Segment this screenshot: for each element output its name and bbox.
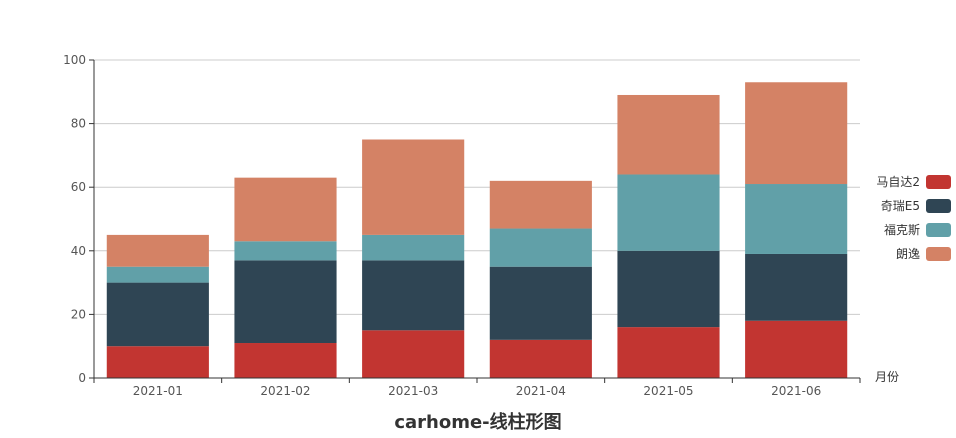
bar-stacks <box>106 82 848 378</box>
bar-segment[interactable] <box>234 241 337 261</box>
bar-segment[interactable] <box>745 320 848 378</box>
y-tick-labels: 0 20 40 60 80 100 <box>63 53 94 385</box>
legend-item[interactable]: 福克斯 <box>884 222 951 237</box>
bar-segment[interactable] <box>106 234 209 267</box>
legend-swatch <box>926 247 951 261</box>
bar-segment[interactable] <box>489 180 592 229</box>
x-tick-label: 2021-05 <box>643 384 693 398</box>
y-tick-label: 60 <box>71 180 86 194</box>
legend-swatch <box>926 199 951 213</box>
y-tick-label: 20 <box>71 307 86 321</box>
legend-item[interactable]: 奇瑞E5 <box>881 199 951 213</box>
legend-swatch <box>926 175 951 189</box>
legend-item[interactable]: 马自达2 <box>876 175 951 189</box>
x-tick-label: 2021-01 <box>133 384 183 398</box>
legend-label: 马自达2 <box>876 175 920 189</box>
bar-segment[interactable] <box>106 346 209 378</box>
bar-segment[interactable] <box>362 330 465 378</box>
y-tick-label: 80 <box>71 117 86 131</box>
grid-lines <box>94 59 860 315</box>
bar-segment[interactable] <box>234 260 337 344</box>
x-tick-labels: 2021-01 2021-02 2021-03 2021-04 2021-05 2021-… <box>93 378 861 398</box>
bar-segment[interactable] <box>362 260 465 331</box>
chart-title: carhome-线柱形图 <box>394 411 561 433</box>
bar-segment[interactable] <box>234 177 337 242</box>
legend-item[interactable]: 朗逸 <box>896 247 951 261</box>
y-tick-label: 40 <box>71 244 86 258</box>
bar-segment[interactable] <box>234 343 337 378</box>
legend-label: 福克斯 <box>884 222 920 237</box>
y-tick-label: 0 <box>78 371 86 385</box>
x-axis-name: 月份 <box>875 370 899 384</box>
bar-segment[interactable] <box>617 250 720 328</box>
bar-segment[interactable] <box>617 174 720 251</box>
bar-segment[interactable] <box>489 228 592 267</box>
legend-label: 朗逸 <box>896 247 920 261</box>
x-tick-label: 2021-03 <box>388 384 438 398</box>
bar-segment[interactable] <box>106 282 209 347</box>
bar-segment[interactable] <box>617 94 720 175</box>
bar-segment[interactable] <box>362 139 465 235</box>
bar-segment[interactable] <box>362 234 465 261</box>
bar-segment[interactable] <box>489 339 592 378</box>
bar-segment[interactable] <box>106 266 209 283</box>
legend-label: 奇瑞E5 <box>881 199 920 213</box>
bar-segment[interactable] <box>745 184 848 254</box>
bar-segment[interactable] <box>745 82 848 185</box>
x-tick-label: 2021-04 <box>516 384 566 398</box>
legend-swatch <box>926 223 951 237</box>
y-tick-label: 100 <box>63 53 86 67</box>
bar-segment[interactable] <box>745 253 848 321</box>
x-tick-label: 2021-02 <box>260 384 310 398</box>
x-tick-label: 2021-06 <box>771 384 821 398</box>
bar-segment[interactable] <box>489 266 592 340</box>
bar-segment[interactable] <box>617 327 720 378</box>
